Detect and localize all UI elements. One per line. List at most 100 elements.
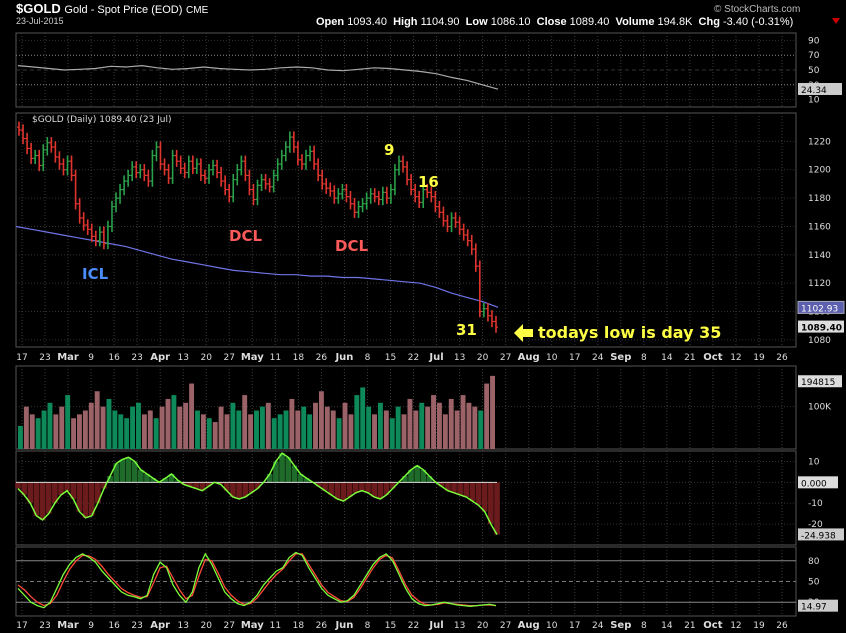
- price-bar: [304, 149, 309, 170]
- macd-tick-label: -20: [808, 520, 823, 530]
- x-tick-label: 27: [500, 621, 511, 631]
- price-bar: [380, 186, 385, 206]
- x-tick-label: Jun: [334, 620, 353, 631]
- volume-bar: [230, 402, 236, 449]
- volume-bar: [466, 402, 472, 449]
- high-label: High: [393, 16, 418, 28]
- rsi-current-tag-bg: [798, 82, 842, 95]
- symbol: $GOLD: [16, 1, 61, 16]
- x-tick-label: 11: [270, 353, 281, 363]
- price-bar: [364, 192, 369, 210]
- x-tick-label: May: [241, 620, 264, 631]
- volume-bar: [171, 395, 177, 449]
- volume-bar: [53, 414, 59, 449]
- price-bar: [142, 164, 147, 182]
- x-tick-label: 26: [316, 621, 328, 631]
- x-tick-label: 12: [730, 621, 741, 631]
- volume-bar: [289, 398, 295, 449]
- x-tick-label: 20: [201, 621, 213, 631]
- volume-bar: [472, 406, 478, 449]
- open-value: 1093.40: [347, 16, 387, 28]
- symbol-description: Gold - Spot Price (EOD): [64, 4, 183, 16]
- price-bar: [101, 226, 106, 250]
- x-tick-label: 27: [224, 621, 235, 631]
- price-bar: [425, 183, 430, 199]
- price-bar: [219, 166, 224, 187]
- price-bar: [25, 132, 30, 155]
- volume-bar: [448, 398, 454, 449]
- price-bar: [320, 169, 325, 190]
- price-bar: [409, 173, 414, 196]
- price-bar: [352, 198, 357, 218]
- price-bar: [227, 183, 232, 203]
- price-bar: [45, 137, 50, 156]
- volume-bar: [212, 422, 218, 449]
- x-tick-label: 27: [224, 353, 235, 363]
- price-bar: [33, 149, 38, 165]
- price-bar: [316, 158, 321, 182]
- price-bar: [247, 169, 252, 196]
- volume-bar: [124, 418, 130, 449]
- price-bar: [372, 188, 377, 203]
- x-tick-label: Oct: [703, 352, 722, 363]
- volume-bar: [112, 410, 118, 449]
- last-close-tag: 1089.40: [801, 324, 842, 334]
- volume-bar: [106, 398, 112, 449]
- price-bar: [29, 142, 34, 165]
- x-tick-label: 9: [88, 353, 94, 363]
- price-bar: [295, 141, 300, 166]
- volume-bar: [206, 418, 212, 449]
- price-bar: [85, 219, 90, 235]
- volume-bar: [177, 406, 183, 449]
- price-bar: [211, 159, 216, 176]
- price-bar: [122, 175, 127, 196]
- macd-current-tag-bg: [798, 528, 844, 541]
- x-tick-label: 17: [16, 621, 27, 631]
- volume-bar: [277, 414, 283, 449]
- volume-bar: [71, 418, 77, 449]
- volume-bar: [436, 402, 442, 449]
- price-bar: [401, 155, 406, 173]
- volume-bar: [88, 402, 94, 449]
- price-bar: [215, 159, 220, 179]
- price-bar: [465, 229, 470, 247]
- volume-bar: [189, 383, 195, 449]
- volume-bar: [136, 402, 141, 449]
- volume-bar: [389, 418, 395, 449]
- volume-bar: [372, 414, 377, 449]
- volume-bar: [259, 406, 265, 449]
- ma-tag-bg: [797, 300, 845, 314]
- x-tick-label: Jul: [428, 352, 443, 363]
- stoch-slow-line: [17, 553, 497, 607]
- volume-bar: [360, 387, 366, 449]
- low-value: 1086.10: [490, 16, 531, 28]
- macd-line: [17, 452, 498, 535]
- price-bar: [308, 145, 313, 162]
- x-tick-label: 24: [592, 621, 604, 631]
- volume-bar: [130, 406, 136, 449]
- price-bar: [405, 161, 410, 186]
- x-tick-label: 27: [500, 353, 511, 363]
- price-tick-label: 1080: [808, 336, 831, 346]
- price-bar: [461, 223, 466, 241]
- price-bar: [170, 149, 175, 184]
- price-bar: [267, 178, 272, 193]
- exchange: CME: [186, 5, 209, 16]
- volume-bar: [248, 414, 254, 449]
- price-bar: [118, 183, 123, 204]
- price-bar: [61, 158, 66, 176]
- volume-bar: [153, 418, 159, 449]
- annotation-label: 31: [456, 321, 477, 339]
- volume-bar: [224, 414, 230, 449]
- stoch-tick-label: 80: [808, 557, 820, 567]
- price-bar: [150, 149, 155, 187]
- volume-bar: [236, 410, 242, 449]
- price-bar: [473, 243, 478, 272]
- price-bar: [198, 158, 203, 182]
- price-bar: [328, 182, 333, 197]
- price-bar: [162, 158, 167, 176]
- price-bar: [97, 226, 102, 247]
- volume-bar: [490, 375, 495, 449]
- x-tick-label: 23: [131, 621, 142, 631]
- quote-line: Open 1093.40 High 1104.90 Low 1086.10 Cl…: [316, 16, 793, 28]
